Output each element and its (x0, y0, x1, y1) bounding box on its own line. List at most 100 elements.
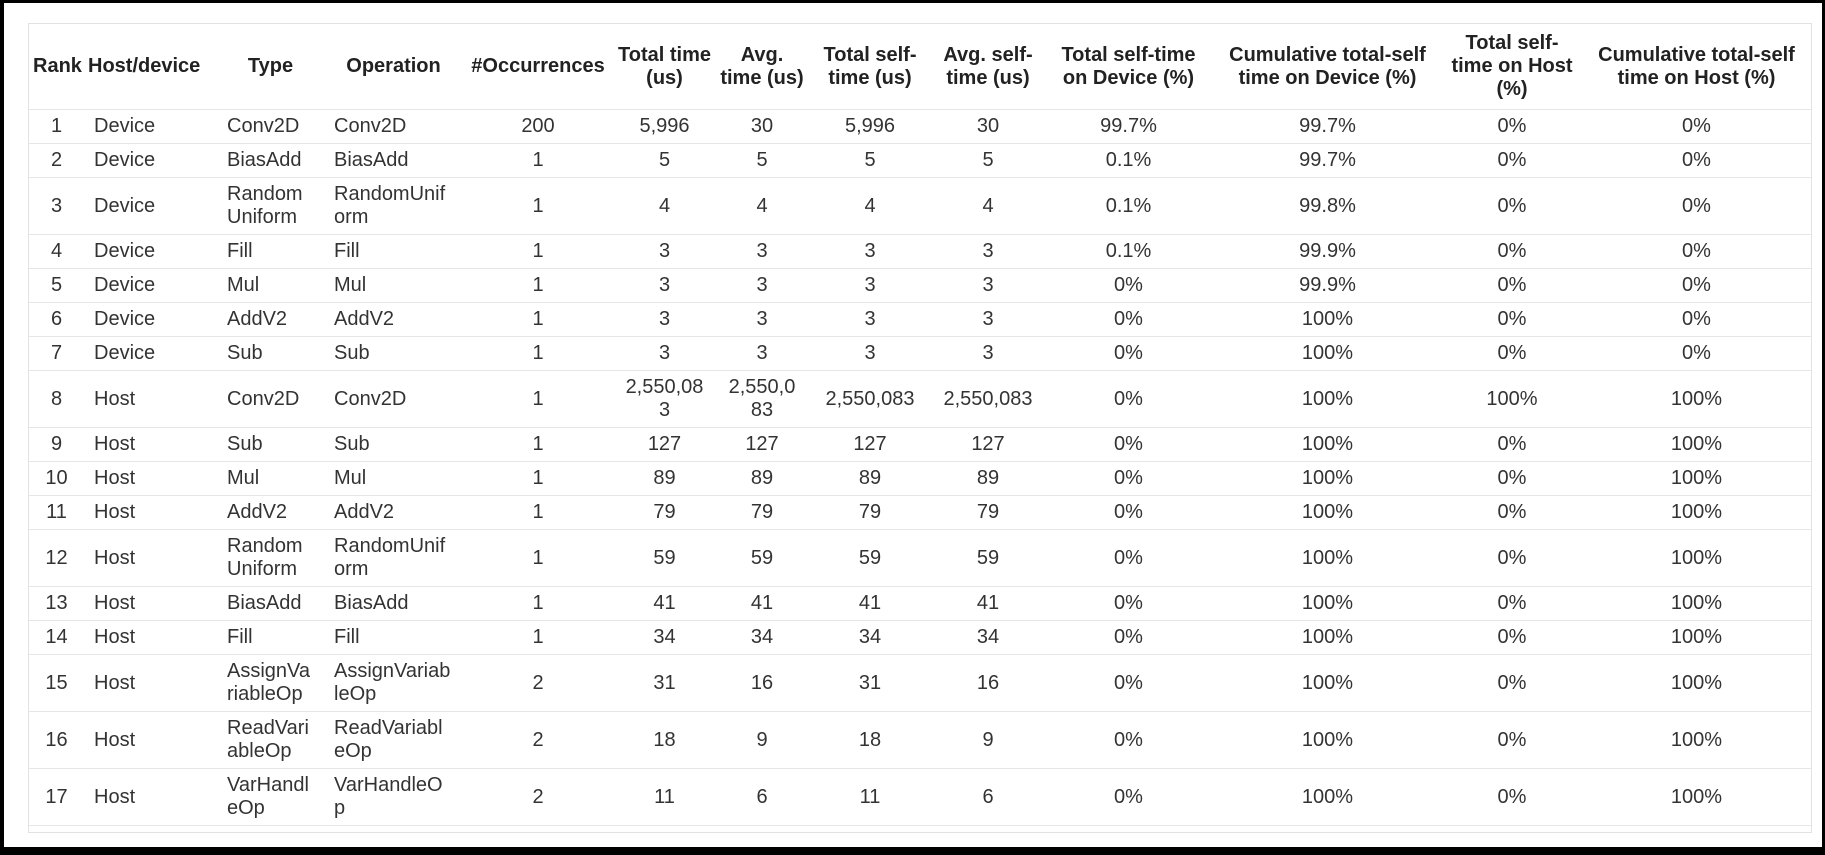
table-row[interactable]: 13 Host BiasAdd BiasAdd 1 41 41 41 41 0% 100% 0% 100… (29, 586, 1811, 621)
cell-total_time_us: 31 (613, 654, 716, 712)
cell-total_self_time_on_host_pct: 0% (1442, 586, 1582, 621)
cell-occurrences: 2 (463, 711, 613, 769)
cell-rank: 9 (29, 427, 84, 462)
cell-occurrences: 200 (463, 109, 613, 144)
cell-total_self_time_us: 3 (808, 302, 932, 337)
cell-operation: AddV2 (324, 302, 463, 337)
cell-cumulative_total_self_time_on_device_pct: 99.9% (1213, 234, 1442, 269)
cell-cumulative_total_self_time_on_device_pct: 100% (1213, 586, 1442, 621)
cell-avg_time_us: 4 (716, 177, 808, 235)
cell-type: BiasAdd (217, 143, 324, 178)
column-header-total_self_time_on_host_pct[interactable]: Total self-time on Host (%) (1442, 24, 1582, 110)
cell-total_self_time_on_host_pct: 0% (1442, 234, 1582, 269)
cell-operation: Mul (324, 268, 463, 303)
cell-operation: AssignVariableOp (324, 654, 463, 712)
table-row[interactable]: 2 Device BiasAdd BiasAdd 1 5 5 5 5 0.1% 99.7% 0% 0% (29, 143, 1811, 178)
cell-type: Fill (217, 620, 324, 655)
cell-cumulative_total_self_time_on_host_pct: 100% (1582, 495, 1811, 530)
cell-total_self_time_us: 34 (808, 620, 932, 655)
column-header-operation[interactable]: Operation (324, 24, 463, 110)
cell-total_self_time_us: 11 (808, 768, 932, 826)
table-row[interactable]: 10 Host Mul Mul 1 89 89 89 89 0% 100% 0% 100% (29, 461, 1811, 496)
cell-avg_time_us: 6 (716, 768, 808, 826)
cell-rank: 6 (29, 302, 84, 337)
cell-host_device: Host (84, 768, 217, 826)
table-row[interactable]: 7 Device Sub Sub 1 3 3 3 3 0% 100% 0% 0% (29, 336, 1811, 371)
table-row[interactable]: 8 Host Conv2D Conv2D 1 2,550,083 2,550,083 2,55… (29, 370, 1811, 428)
cell-total_self_time_on_host_pct: 0% (1442, 268, 1582, 303)
table-row[interactable]: 4 Device Fill Fill 1 3 3 3 3 0.1% 99.9% 0% 0% (29, 234, 1811, 269)
cell-avg_self_time_us: 79 (932, 495, 1044, 530)
table-row[interactable]: 12 Host RandomUniform RandomUniform 1 59 59 59 5… (29, 529, 1811, 587)
cell-total_self_time_us: 5,996 (808, 109, 932, 144)
cell-operation: Sub (324, 427, 463, 462)
cell-type: RandomUniform (217, 529, 324, 587)
cell-host_device: Device (84, 302, 217, 337)
cell-total_self_time_on_host_pct: 0% (1442, 620, 1582, 655)
column-header-cumulative_total_self_time_on_device_pct[interactable]: Cumulative total-self time on Device (%) (1213, 24, 1442, 110)
column-header-host_device[interactable]: Host/device (84, 24, 217, 110)
cell-total_self_time_us: 18 (808, 711, 932, 769)
table-row[interactable]: 3 Device RandomUniform RandomUniform 1 4 4 4 4 0.… (29, 177, 1811, 235)
cell-cumulative_total_self_time_on_device_pct: 99.8% (1213, 177, 1442, 235)
cell-host_device: Host (84, 711, 217, 769)
table-row[interactable]: 15 Host AssignVariableOp AssignVariableOp 2 3… (29, 654, 1811, 712)
cell-total_self_time_on_device_pct: 0% (1044, 768, 1213, 826)
cell-total_time_us: 59 (613, 529, 716, 587)
table-header: Rank Host/device Type Operation #Occurrences… (29, 24, 1811, 110)
cell-avg_self_time_us: 34 (932, 620, 1044, 655)
cell-total_self_time_on_device_pct: 0% (1044, 370, 1213, 428)
cell-host_device: Host (84, 461, 217, 496)
cell-total_self_time_us: 3 (808, 336, 932, 371)
cell-total_time_us: 5,996 (613, 109, 716, 144)
column-header-total_self_time_us[interactable]: Total self-time (us) (808, 24, 932, 110)
cell-host_device: Device (84, 268, 217, 303)
column-header-total_time_us[interactable]: Total time (us) (613, 24, 716, 110)
table-row[interactable]: 14 Host Fill Fill 1 34 34 34 34 0% 100% 0% 100% (29, 620, 1811, 655)
column-header-total_self_time_on_device_pct[interactable]: Total self-time on Device (%) (1044, 24, 1213, 110)
cell-occurrences: 1 (463, 529, 613, 587)
column-header-avg_time_us[interactable]: Avg. time (us) (716, 24, 808, 110)
cell-avg_time_us: 3 (716, 302, 808, 337)
cell-avg_self_time_us: 41 (932, 586, 1044, 621)
cell-rank: 3 (29, 177, 84, 235)
column-header-occurrences[interactable]: #Occurrences (463, 24, 613, 110)
cell-cumulative_total_self_time_on_host_pct: 100% (1582, 711, 1811, 769)
cell-avg_time_us: 79 (716, 495, 808, 530)
cell-total_self_time_on_device_pct: 0.1% (1044, 143, 1213, 178)
cell-rank: 12 (29, 529, 84, 587)
cell-type: RandomUniform (217, 177, 324, 235)
cell-cumulative_total_self_time_on_device_pct: 100% (1213, 370, 1442, 428)
table-row[interactable]: 11 Host AddV2 AddV2 1 79 79 79 79 0% 100% 0% 100% (29, 495, 1811, 530)
table-row[interactable]: 5 Device Mul Mul 1 3 3 3 3 0% 99.9% 0% 0% (29, 268, 1811, 303)
cell-occurrences: 2 (463, 768, 613, 826)
cell-total_self_time_on_device_pct: 0% (1044, 529, 1213, 587)
table-row[interactable]: 9 Host Sub Sub 1 127 127 127 127 0% 100% 0% 100% (29, 427, 1811, 462)
column-header-avg_self_time_us[interactable]: Avg. self-time (us) (932, 24, 1044, 110)
cell-cumulative_total_self_time_on_host_pct: 0% (1582, 268, 1811, 303)
cell-cumulative_total_self_time_on_host_pct: 100% (1582, 370, 1811, 428)
cell-occurrences: 2 (463, 654, 613, 712)
column-header-rank[interactable]: Rank (29, 24, 84, 110)
cell-avg_time_us: 9 (716, 711, 808, 769)
cell-total_self_time_us: 89 (808, 461, 932, 496)
cell-rank: 14 (29, 620, 84, 655)
cell-total_self_time_on_device_pct: 0.1% (1044, 177, 1213, 235)
cell-total_self_time_us: 127 (808, 427, 932, 462)
cell-rank: 7 (29, 336, 84, 371)
cell-avg_self_time_us: 6 (932, 768, 1044, 826)
table-row[interactable]: 16 Host ReadVariableOp ReadVariableOp 2 18 9 18… (29, 711, 1811, 769)
cell-occurrences: 1 (463, 302, 613, 337)
table-row[interactable]: 17 Host VarHandleOp VarHandleOp 2 11 6 11 6 0% 100… (29, 768, 1811, 826)
cell-total_self_time_on_device_pct: 0.1% (1044, 234, 1213, 269)
column-header-cumulative_total_self_time_on_host_pct[interactable]: Cumulative total-self time on Host (%) (1582, 24, 1811, 110)
cell-rank: 15 (29, 654, 84, 712)
cell-total_time_us: 11 (613, 768, 716, 826)
table-row[interactable]: 1 Device Conv2D Conv2D 200 5,996 30 5,996 30 99.7… (29, 109, 1811, 144)
cell-cumulative_total_self_time_on_device_pct: 100% (1213, 302, 1442, 337)
column-header-type[interactable]: Type (217, 24, 324, 110)
cell-occurrences: 1 (463, 268, 613, 303)
table-row[interactable]: 6 Device AddV2 AddV2 1 3 3 3 3 0% 100% 0% 0% (29, 302, 1811, 337)
cell-avg_self_time_us: 59 (932, 529, 1044, 587)
